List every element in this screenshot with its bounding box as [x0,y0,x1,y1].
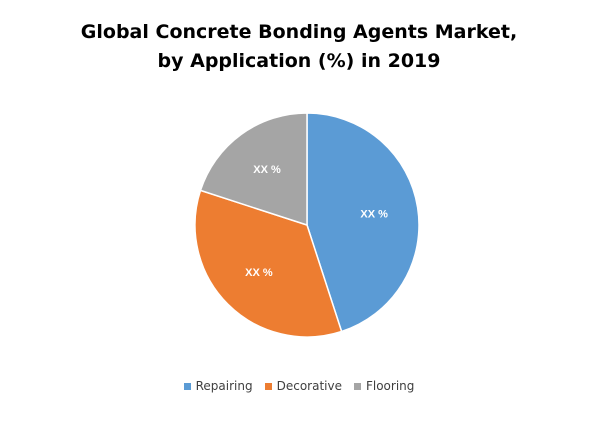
legend-label-decorative: Decorative [276,379,342,393]
legend-item-flooring: Flooring [353,379,415,393]
pie-slices [194,112,420,338]
legend-item-decorative: Decorative [264,379,342,393]
data-label-repairing: XX % [360,208,388,220]
chart-title-line-2: by Application (%) in 2019 [157,50,441,72]
pie-slice-decorative [194,189,343,338]
chart-legend: Repairing Decorative Flooring [0,379,598,393]
data-label-decorative: XX % [245,267,273,279]
legend-label-repairing: Repairing [195,379,253,393]
legend-swatch-flooring [353,382,361,390]
legend-item-repairing: Repairing [183,379,253,393]
chart-title-line-1: Global Concrete Bonding Agents Market, [80,21,518,43]
pie-data-labels: XX % XX % XX % [245,164,388,279]
pie-slice-flooring [199,112,308,227]
data-label-flooring: XX % [253,164,281,176]
legend-swatch-repairing [183,382,191,390]
pie-slice-repairing [306,112,420,333]
legend-swatch-decorative [264,382,272,390]
chart-title: Global Concrete Bonding Agents Market, b… [0,18,598,76]
legend-label-flooring: Flooring [365,379,415,393]
